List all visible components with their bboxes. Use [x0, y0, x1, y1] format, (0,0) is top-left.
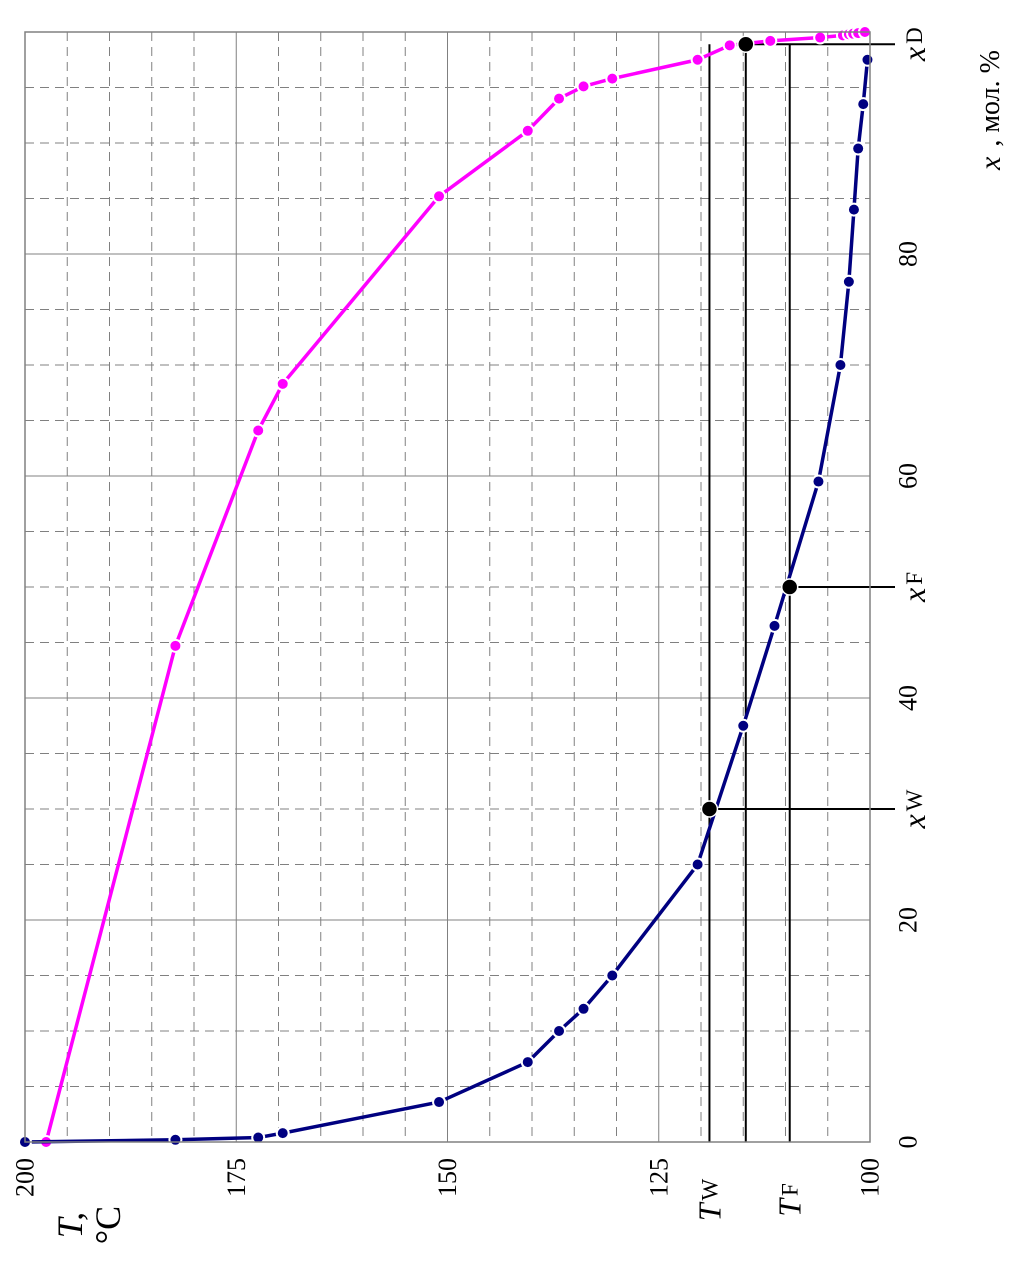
x-mark-label-var: x [896, 47, 932, 62]
series-0-point-6 [552, 91, 567, 106]
series-0-point-11 [763, 33, 778, 48]
x-axis-title: x , мол. % [974, 50, 1007, 171]
series-1-point-17 [856, 97, 871, 112]
series-1-point-10 [736, 718, 751, 733]
series-1-point-7 [576, 1001, 591, 1016]
series-1-point-11 [767, 618, 782, 633]
series-1-point-18 [860, 52, 875, 67]
series-1-point-15 [846, 202, 861, 217]
y-mark-label: TW [691, 1178, 727, 1221]
series-1-point-12 [811, 474, 826, 489]
y-axis-title-var: T, [50, 1212, 90, 1238]
series-1-point-9 [690, 857, 705, 872]
y-tick-label: 200 [11, 1158, 40, 1197]
marker-layer [700, 35, 799, 818]
x-tick-label: 60 [894, 463, 923, 489]
series-1-point-4 [432, 1095, 447, 1110]
series-1-point-14 [841, 274, 856, 289]
series-1-point-2 [251, 1130, 266, 1145]
y-tick-label: 100 [856, 1158, 885, 1197]
series-1-point-13 [833, 358, 848, 372]
x-tick-label: 0 [894, 1136, 923, 1149]
series-1-point-6 [552, 1024, 567, 1038]
key-point-0 [700, 800, 719, 818]
plot-frame [24, 31, 871, 1143]
series-0-point-5 [520, 123, 535, 138]
x-mark-label-var: x [896, 588, 932, 603]
y-mark-label-sub: F [777, 1183, 802, 1196]
key-point-1 [780, 578, 799, 596]
x-mark-label-sub: W [902, 789, 927, 811]
x-mark-label: xD [896, 27, 932, 62]
x-mark-label-sub: F [902, 572, 927, 585]
y-mark-label-var: T [691, 1201, 727, 1221]
x-axis-title-unit: , мол. % [975, 50, 1006, 147]
series-layer [18, 25, 875, 1149]
x-axis-title-var: x [974, 156, 1007, 171]
series-1-point-3 [275, 1126, 290, 1141]
series-0-point-7 [576, 79, 591, 94]
x-mark-label: xF [896, 572, 932, 603]
series-0-point-8 [605, 71, 620, 86]
x-tick-label: 40 [894, 685, 923, 711]
series-0-point-1 [168, 638, 183, 653]
series-1-point-5 [520, 1055, 535, 1070]
y-axis-title-unit: °C [88, 1206, 128, 1244]
series-1-point-8 [605, 968, 620, 983]
x-mark-label-sub: D [902, 27, 927, 44]
series-0-point-9 [690, 52, 705, 67]
series-0-point-3 [275, 376, 290, 391]
y-tick-label: 150 [433, 1158, 462, 1197]
series-0-point-10 [722, 38, 737, 53]
y-mark-label-var: T [772, 1197, 808, 1217]
y-tick-label: 175 [222, 1158, 251, 1197]
series-0-point-4 [432, 189, 447, 204]
x-mark-label: xW [896, 789, 932, 829]
y-tick-label: 125 [644, 1158, 673, 1197]
x-tick-label: 20 [894, 907, 923, 933]
series-1-point-16 [851, 141, 866, 156]
key-point-2 [737, 35, 755, 53]
series-0-point-2 [251, 423, 266, 438]
y-mark-label: TF [772, 1183, 808, 1217]
series-1-point-1 [168, 1132, 183, 1147]
x-tick-label: 80 [894, 241, 923, 267]
x-mark-label-var: x [896, 814, 932, 829]
y-mark-label-sub: W [697, 1178, 722, 1200]
series-0-point-12 [813, 30, 828, 45]
